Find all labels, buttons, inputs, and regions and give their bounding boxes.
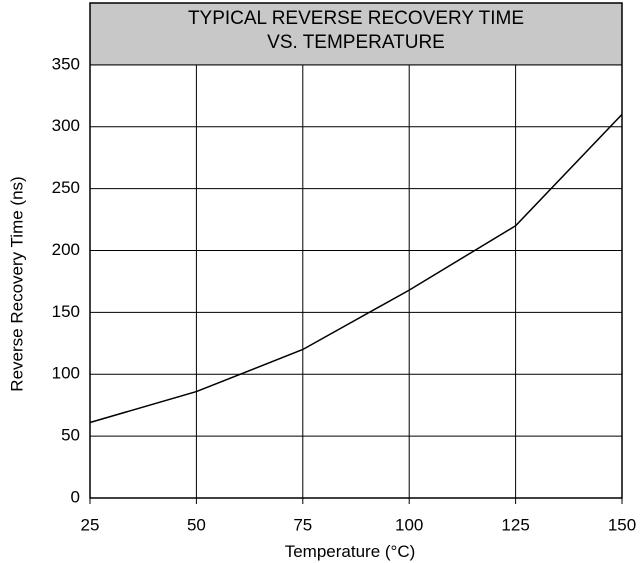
y-tick-label: 350 bbox=[52, 54, 80, 73]
plot-frame bbox=[89, 2, 623, 499]
y-tick-label: 150 bbox=[52, 302, 80, 321]
y-tick-label: 50 bbox=[61, 426, 80, 445]
x-tick-label: 100 bbox=[395, 515, 423, 534]
y-axis-label: Reverse Recovery Time (ns) bbox=[7, 176, 26, 391]
x-tick-label: 50 bbox=[187, 515, 206, 534]
chart-title: VS. TEMPERATURE bbox=[267, 32, 445, 53]
y-tick-label: 200 bbox=[52, 240, 80, 259]
y-tick-label: 250 bbox=[52, 178, 80, 197]
x-axis-label: Temperature (°C) bbox=[285, 542, 416, 561]
x-tick-label: 125 bbox=[501, 515, 529, 534]
x-tick-label: 25 bbox=[81, 515, 100, 534]
chart-title: TYPICAL REVERSE RECOVERY TIME bbox=[188, 8, 524, 29]
y-tick-label: 100 bbox=[52, 364, 80, 383]
x-tick-label: 75 bbox=[293, 515, 312, 534]
x-tick-label: 150 bbox=[608, 515, 636, 534]
data-line bbox=[89, 113, 623, 424]
y-tick-label: 300 bbox=[52, 116, 80, 135]
y-tick-label: 0 bbox=[71, 487, 80, 506]
